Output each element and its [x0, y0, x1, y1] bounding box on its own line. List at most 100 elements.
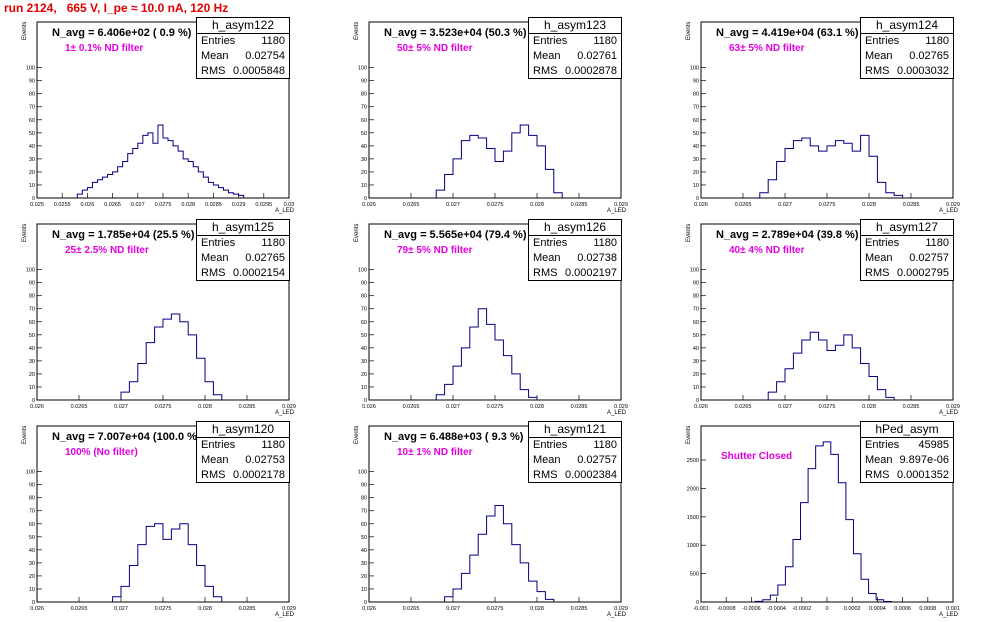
n-avg-label: N_avg = 2.789e+04 (39.8 %) [716, 229, 859, 241]
y-axis-label: Events [354, 425, 360, 444]
x-tick-label: 0.026 [30, 404, 44, 410]
y-tick-label: 80 [361, 496, 367, 502]
x-tick-label: 0.029 [282, 606, 296, 612]
stats-label: Entries [201, 237, 236, 249]
histogram-plot: 0.026 0.0265 0.027 0.0275 0.028 0.0285 0.029 0 1… [358, 21, 628, 208]
histogram-series [444, 505, 555, 602]
histogram-series [767, 331, 895, 400]
y-tick-label: 90 [361, 79, 367, 85]
histogram-pad: 0.026 0.0265 0.027 0.0275 0.028 0.0285 0.029 0 1… [664, 14, 996, 216]
y-tick-label: 60 [693, 320, 699, 326]
x-tick-label: 0.027 [446, 606, 460, 612]
stats-label: Entries [865, 439, 900, 451]
stats-value: 0.02757 [577, 454, 617, 466]
y-axis-label: Events [354, 21, 360, 40]
y-tick-label: 70 [29, 509, 35, 515]
x-tick-label: 0.028 [198, 404, 212, 410]
x-tick-label: 0.0275 [487, 202, 504, 208]
stats-label: RMS [865, 267, 890, 279]
y-tick-label: 90 [693, 281, 699, 287]
histogram-pad: 0.025 0.0255 0.026 0.0265 0.027 0.0275 0.028 0.… [0, 14, 332, 216]
y-tick-label: 100 [26, 66, 35, 72]
histogram-name: h_asym124 [861, 18, 953, 34]
stats-label: Mean [201, 454, 229, 466]
n-avg-label: N_avg = 4.419e+04 (63.1 %) [716, 27, 859, 39]
x-tick-label: 0.028 [530, 202, 544, 208]
x-tick-label: 0.0285 [239, 404, 256, 410]
filter-label: 63± 5% ND filter [729, 43, 805, 54]
stats-row-mean: Mean 0.02765 [197, 251, 289, 266]
y-tick-label: 10 [29, 183, 35, 189]
stats-value: 0.0002197 [565, 267, 617, 279]
y-tick-label: 30 [29, 359, 35, 365]
stats-box: hPed_asym Entries 45985 Mean 9.897e-06 RMS 0.0… [860, 421, 954, 483]
histogram-plot: 0.026 0.0265 0.027 0.0275 0.028 0.0285 0.029 0 1… [690, 21, 960, 208]
x-tick-label: 0.0285 [903, 404, 920, 410]
histogram-pad: -0.001 -0.0008 -0.0006 -0.0004 -0.0002 0 0.000… [664, 418, 996, 620]
y-tick-label: 100 [26, 268, 35, 274]
stats-value: 0.0002878 [565, 65, 617, 77]
filter-label: 79± 5% ND filter [397, 245, 473, 256]
x-tick-label: 0.0275 [819, 404, 836, 410]
stats-value: 0.0002154 [233, 267, 285, 279]
y-tick-label: 80 [361, 92, 367, 98]
stats-label: Entries [201, 439, 236, 451]
stats-label: RMS [201, 65, 226, 77]
stats-box: h_asym126 Entries 1180 Mean 0.02738 RMS 0.0002… [528, 219, 622, 281]
y-tick-label: 100 [358, 66, 367, 72]
stats-label: Mean [201, 252, 229, 264]
stats-value: 45985 [918, 439, 949, 451]
stats-label: Entries [865, 237, 900, 249]
x-tick-label: 0 [825, 606, 828, 612]
y-tick-label: 90 [29, 483, 35, 489]
y-tick-label: 100 [358, 470, 367, 476]
stats-row-entries: Entries 1180 [197, 34, 289, 49]
y-tick-label: 60 [29, 522, 35, 528]
x-tick-label: 0.0285 [571, 606, 588, 612]
stats-row-entries: Entries 1180 [529, 34, 621, 49]
y-tick-label: 0 [364, 398, 367, 404]
stats-label: Mean [201, 50, 229, 62]
y-tick-label: 10 [361, 587, 367, 593]
filter-label: Shutter Closed [721, 451, 793, 462]
stats-label: Entries [533, 35, 568, 47]
x-tick-label: 0.0285 [903, 202, 920, 208]
x-tick-label: 0.0295 [255, 202, 272, 208]
stats-box: h_asym124 Entries 1180 Mean 0.02765 RMS 0.0003… [860, 17, 954, 79]
stats-label: Entries [201, 35, 236, 47]
y-tick-label: 50 [361, 131, 367, 137]
histogram-plot: 0.025 0.0255 0.026 0.0265 0.027 0.0275 0.028 0.… [26, 21, 294, 208]
filter-label: 50± 5% ND filter [397, 43, 473, 54]
histogram-series [754, 441, 892, 603]
histogram-series [759, 134, 904, 198]
y-tick-label: 90 [361, 483, 367, 489]
histogram-name: hPed_asym [861, 422, 953, 438]
stats-row-entries: Entries 1180 [197, 236, 289, 251]
y-tick-label: 0 [32, 600, 35, 606]
stats-value: 0.02765 [909, 50, 949, 62]
stats-value: 0.02753 [245, 454, 285, 466]
y-tick-label: 30 [361, 561, 367, 567]
n-avg-label: N_avg = 6.488e+03 ( 9.3 %) [384, 431, 524, 443]
stats-row-entries: Entries 45985 [861, 438, 953, 453]
y-tick-label: 30 [693, 157, 699, 163]
x-tick-label: 0.0265 [735, 202, 752, 208]
stats-row-mean: Mean 0.02757 [529, 453, 621, 468]
histogram-pad: 0.026 0.0265 0.027 0.0275 0.028 0.0285 0.029 0 1… [332, 14, 664, 216]
y-tick-label: 80 [693, 294, 699, 300]
y-tick-label: 1000 [687, 543, 699, 549]
x-axis-label: A_LED [275, 612, 295, 618]
x-tick-label: 0.027 [778, 404, 792, 410]
y-tick-label: 60 [361, 522, 367, 528]
x-tick-label: 0.0265 [71, 606, 88, 612]
y-tick-label: 50 [693, 131, 699, 137]
y-tick-label: 70 [29, 105, 35, 111]
stats-row-rms: RMS 0.0002154 [197, 266, 289, 281]
stats-row-rms: RMS 0.0001352 [861, 468, 953, 483]
y-tick-label: 50 [361, 333, 367, 339]
x-tick-label: 0.0265 [403, 202, 420, 208]
x-tick-label: 0.0265 [735, 404, 752, 410]
stats-row-rms: RMS 0.0002795 [861, 266, 953, 281]
stats-value: 0.0005848 [233, 65, 285, 77]
stats-row-mean: Mean 0.02757 [861, 251, 953, 266]
